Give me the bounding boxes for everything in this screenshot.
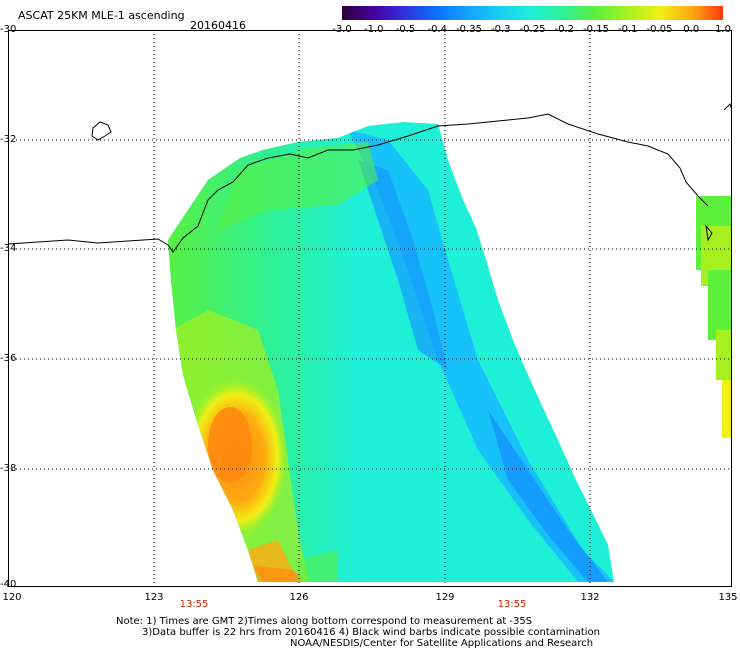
lon-label: 129 — [435, 592, 455, 603]
lat-label: -38 — [0, 463, 17, 474]
lon-label: 120 — [2, 592, 22, 603]
coastline — [8, 103, 732, 253]
lat-label: -34 — [0, 243, 17, 254]
colorbar-label: -0.35 — [456, 24, 482, 35]
lon-label: 132 — [580, 592, 600, 603]
colorbar-label: 0.0 — [683, 24, 700, 35]
colorbar-label: -1.0 — [363, 24, 384, 35]
pass-time-label: 13:55 — [497, 599, 527, 610]
lat-label: -36 — [0, 353, 17, 364]
lat-label: -40 — [0, 579, 17, 590]
lon-label: 135 — [718, 592, 738, 603]
colorbar-label: -0.4 — [427, 24, 448, 35]
product-title: ASCAT 25KM MLE-1 ascending — [18, 9, 185, 22]
swath-wind-data — [168, 122, 614, 582]
colorbar-label: -3.0 — [332, 24, 352, 35]
colorbar-label: -0.5 — [395, 24, 416, 35]
colorbar-label: -0.15 — [583, 24, 609, 35]
note-line-3: NOAA/NESDIS/Center for Satellite Applica… — [290, 638, 594, 649]
right-edge-swath — [696, 196, 732, 438]
lat-label: -32 — [0, 134, 17, 145]
colorbar-label: -0.2 — [554, 24, 575, 35]
colorbar-label: -0.25 — [519, 24, 546, 35]
colorbar-label: -0.05 — [646, 24, 673, 35]
swath-map — [8, 30, 732, 587]
grid-lines — [8, 30, 732, 587]
colorbar-label: 1.0 — [715, 24, 731, 35]
pass-time-label: 13:55 — [179, 599, 209, 610]
colorbar-label: -0.3 — [490, 24, 511, 35]
note-line-1: Note: 1) Times are GMT 2)Times along bot… — [116, 616, 533, 627]
note-line-2: 3)Data buffer is 22 hrs from 20160416 4)… — [142, 627, 600, 638]
colorbar — [342, 6, 723, 20]
lat-label: -30 — [0, 24, 17, 35]
product-date: 20160416 — [190, 19, 246, 32]
colorbar-label: -0.1 — [617, 24, 638, 35]
lon-label: 126 — [289, 592, 309, 603]
lon-label: 123 — [144, 592, 164, 603]
